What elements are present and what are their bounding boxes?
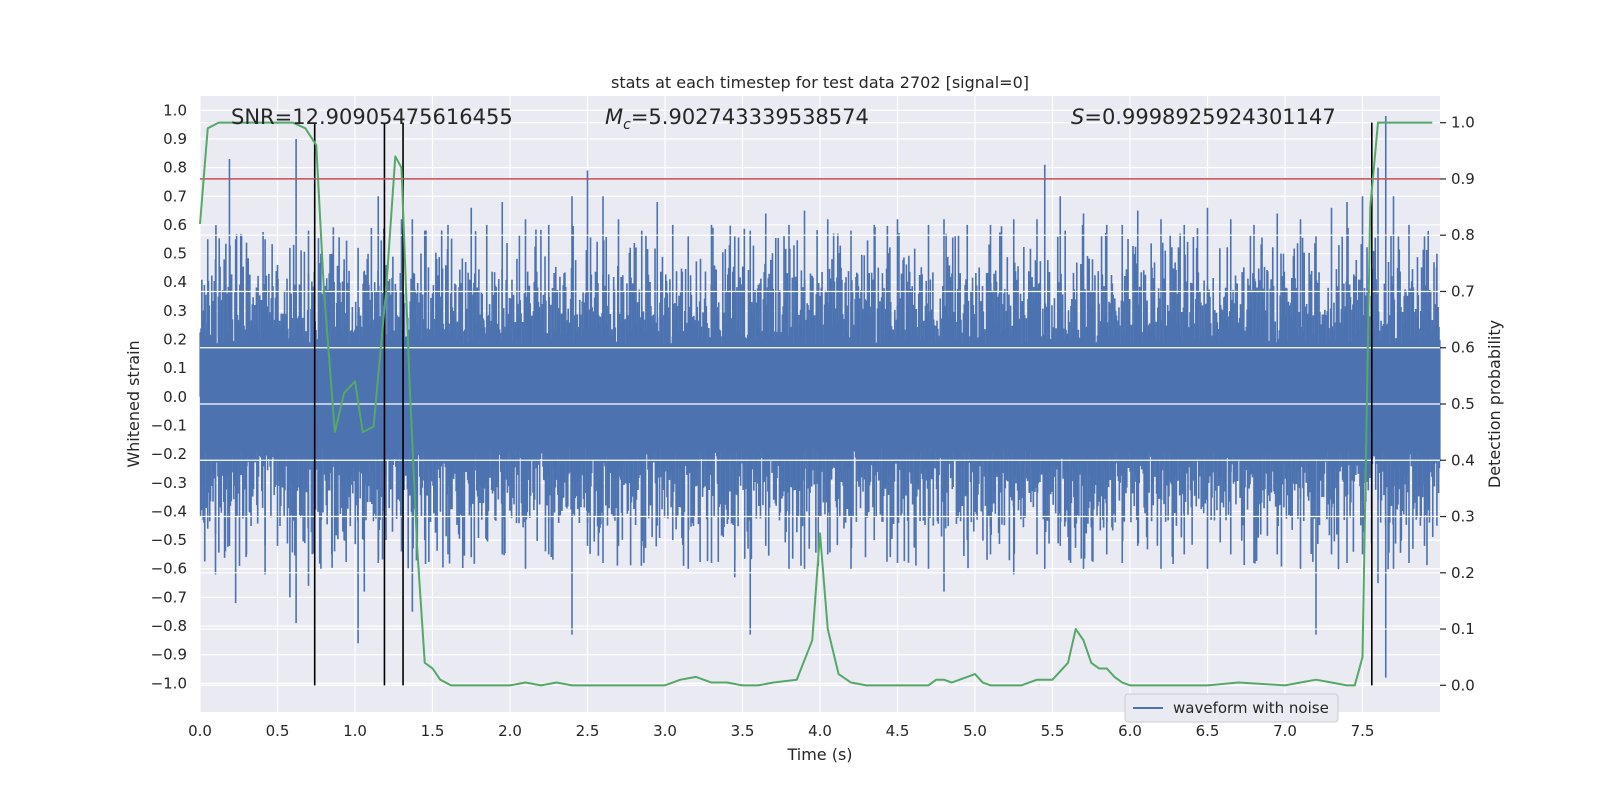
x-tick-label: 4.5 [886, 722, 910, 740]
chart-title: stats at each timestep for test data 270… [611, 73, 1029, 92]
waveform-line [199, 224, 1441, 570]
y-left-tick-label: −0.9 [151, 646, 187, 664]
y-left-tick-label: −0.5 [151, 531, 187, 549]
x-tick-label: 4.0 [808, 722, 832, 740]
legend: waveform with noise [1124, 693, 1339, 723]
x-tick-label: 5.0 [963, 722, 987, 740]
snr-annotation: SNR=12.90905475616455 [231, 105, 513, 129]
y-left-tick-label: 0.5 [163, 245, 187, 263]
legend-box [1124, 693, 1339, 723]
y-left-tick-label: 0.4 [163, 273, 187, 291]
x-axis-ticks: 0.0 0.5 1.0 1.5 2.0 2.5 3.0 3.5 4.0 4.5 5.0 5.5 6.0 6… [188, 722, 1374, 740]
y-left-tick-label: 0.3 [163, 302, 187, 320]
x-tick-label: 6.5 [1196, 722, 1220, 740]
y-right-tick-label: 0.1 [1451, 620, 1475, 638]
x-tick-label: 0.5 [266, 722, 290, 740]
y-right-tick-label: 1.0 [1451, 114, 1475, 132]
y-left-tick-label: 0.1 [163, 359, 187, 377]
y-right-tick-label: 0.0 [1451, 676, 1475, 694]
x-tick-label: 1.0 [343, 722, 367, 740]
right-axis-ticks: 1.0 0.9 0.8 0.7 0.6 0.5 0.4 0.3 0.2 0.1 0.0 [1440, 114, 1475, 694]
y-right-tick-label: 0.8 [1451, 226, 1475, 244]
vertical-markers [313, 122, 1373, 686]
y-right-tick-label: 0.3 [1451, 508, 1475, 526]
x-tick-label: 0.0 [188, 722, 212, 740]
right-axis-label: Detection probability [1485, 320, 1504, 488]
y-right-tick-label: 0.4 [1451, 451, 1475, 469]
waveform-series [199, 116, 1441, 678]
x-tick-label: 3.5 [731, 722, 755, 740]
left-axis-ticks: 1.0 0.9 0.8 0.7 0.6 0.5 0.4 0.3 0.2 0.1 0.0 −0.1 −0.… [151, 101, 187, 692]
y-left-tick-label: 0.0 [163, 388, 187, 406]
y-left-tick-label: −0.3 [151, 474, 187, 492]
left-axis-label: Whitened strain [124, 340, 143, 467]
y-left-tick-label: 0.6 [163, 216, 187, 234]
y-right-tick-label: 0.9 [1451, 170, 1475, 188]
x-tick-label: 7.0 [1273, 722, 1297, 740]
y-left-tick-label: 0.9 [163, 130, 187, 148]
mc-annotation: Mc=5.902743339538574 [605, 105, 869, 133]
legend-entry: waveform with noise [1173, 699, 1329, 717]
y-left-tick-label: 0.2 [163, 331, 187, 349]
y-right-tick-label: 0.6 [1451, 339, 1475, 357]
y-left-tick-label: 0.8 [163, 159, 187, 177]
x-tick-label: 2.5 [576, 722, 600, 740]
probability-series [199, 121, 1433, 687]
y-left-tick-label: −0.6 [151, 560, 187, 578]
y-left-tick-label: 1.0 [163, 101, 187, 119]
x-tick-label: 5.5 [1041, 722, 1065, 740]
y-left-tick-label: −0.4 [151, 502, 187, 520]
x-tick-label: 3.0 [653, 722, 677, 740]
x-tick-label: 1.5 [421, 722, 445, 740]
y-left-tick-label: −1.0 [151, 674, 187, 692]
y-left-tick-label: −0.7 [151, 588, 187, 606]
y-right-tick-label: 0.2 [1451, 564, 1475, 582]
x-tick-label: 2.0 [498, 722, 522, 740]
s-annotation: S=0.9998925924301147 [1071, 105, 1336, 129]
y-left-tick-label: 0.7 [163, 187, 187, 205]
y-right-tick-label: 0.7 [1451, 282, 1475, 300]
y-left-tick-label: −0.8 [151, 617, 187, 635]
x-tick-label: 6.0 [1118, 722, 1142, 740]
x-axis-label: Time (s) [786, 745, 852, 764]
y-left-tick-label: −0.2 [151, 445, 187, 463]
y-left-tick-label: −0.1 [151, 416, 187, 434]
x-tick-label: 7.5 [1351, 722, 1375, 740]
probability-line [199, 121, 1433, 687]
y-right-tick-label: 0.5 [1451, 395, 1475, 413]
